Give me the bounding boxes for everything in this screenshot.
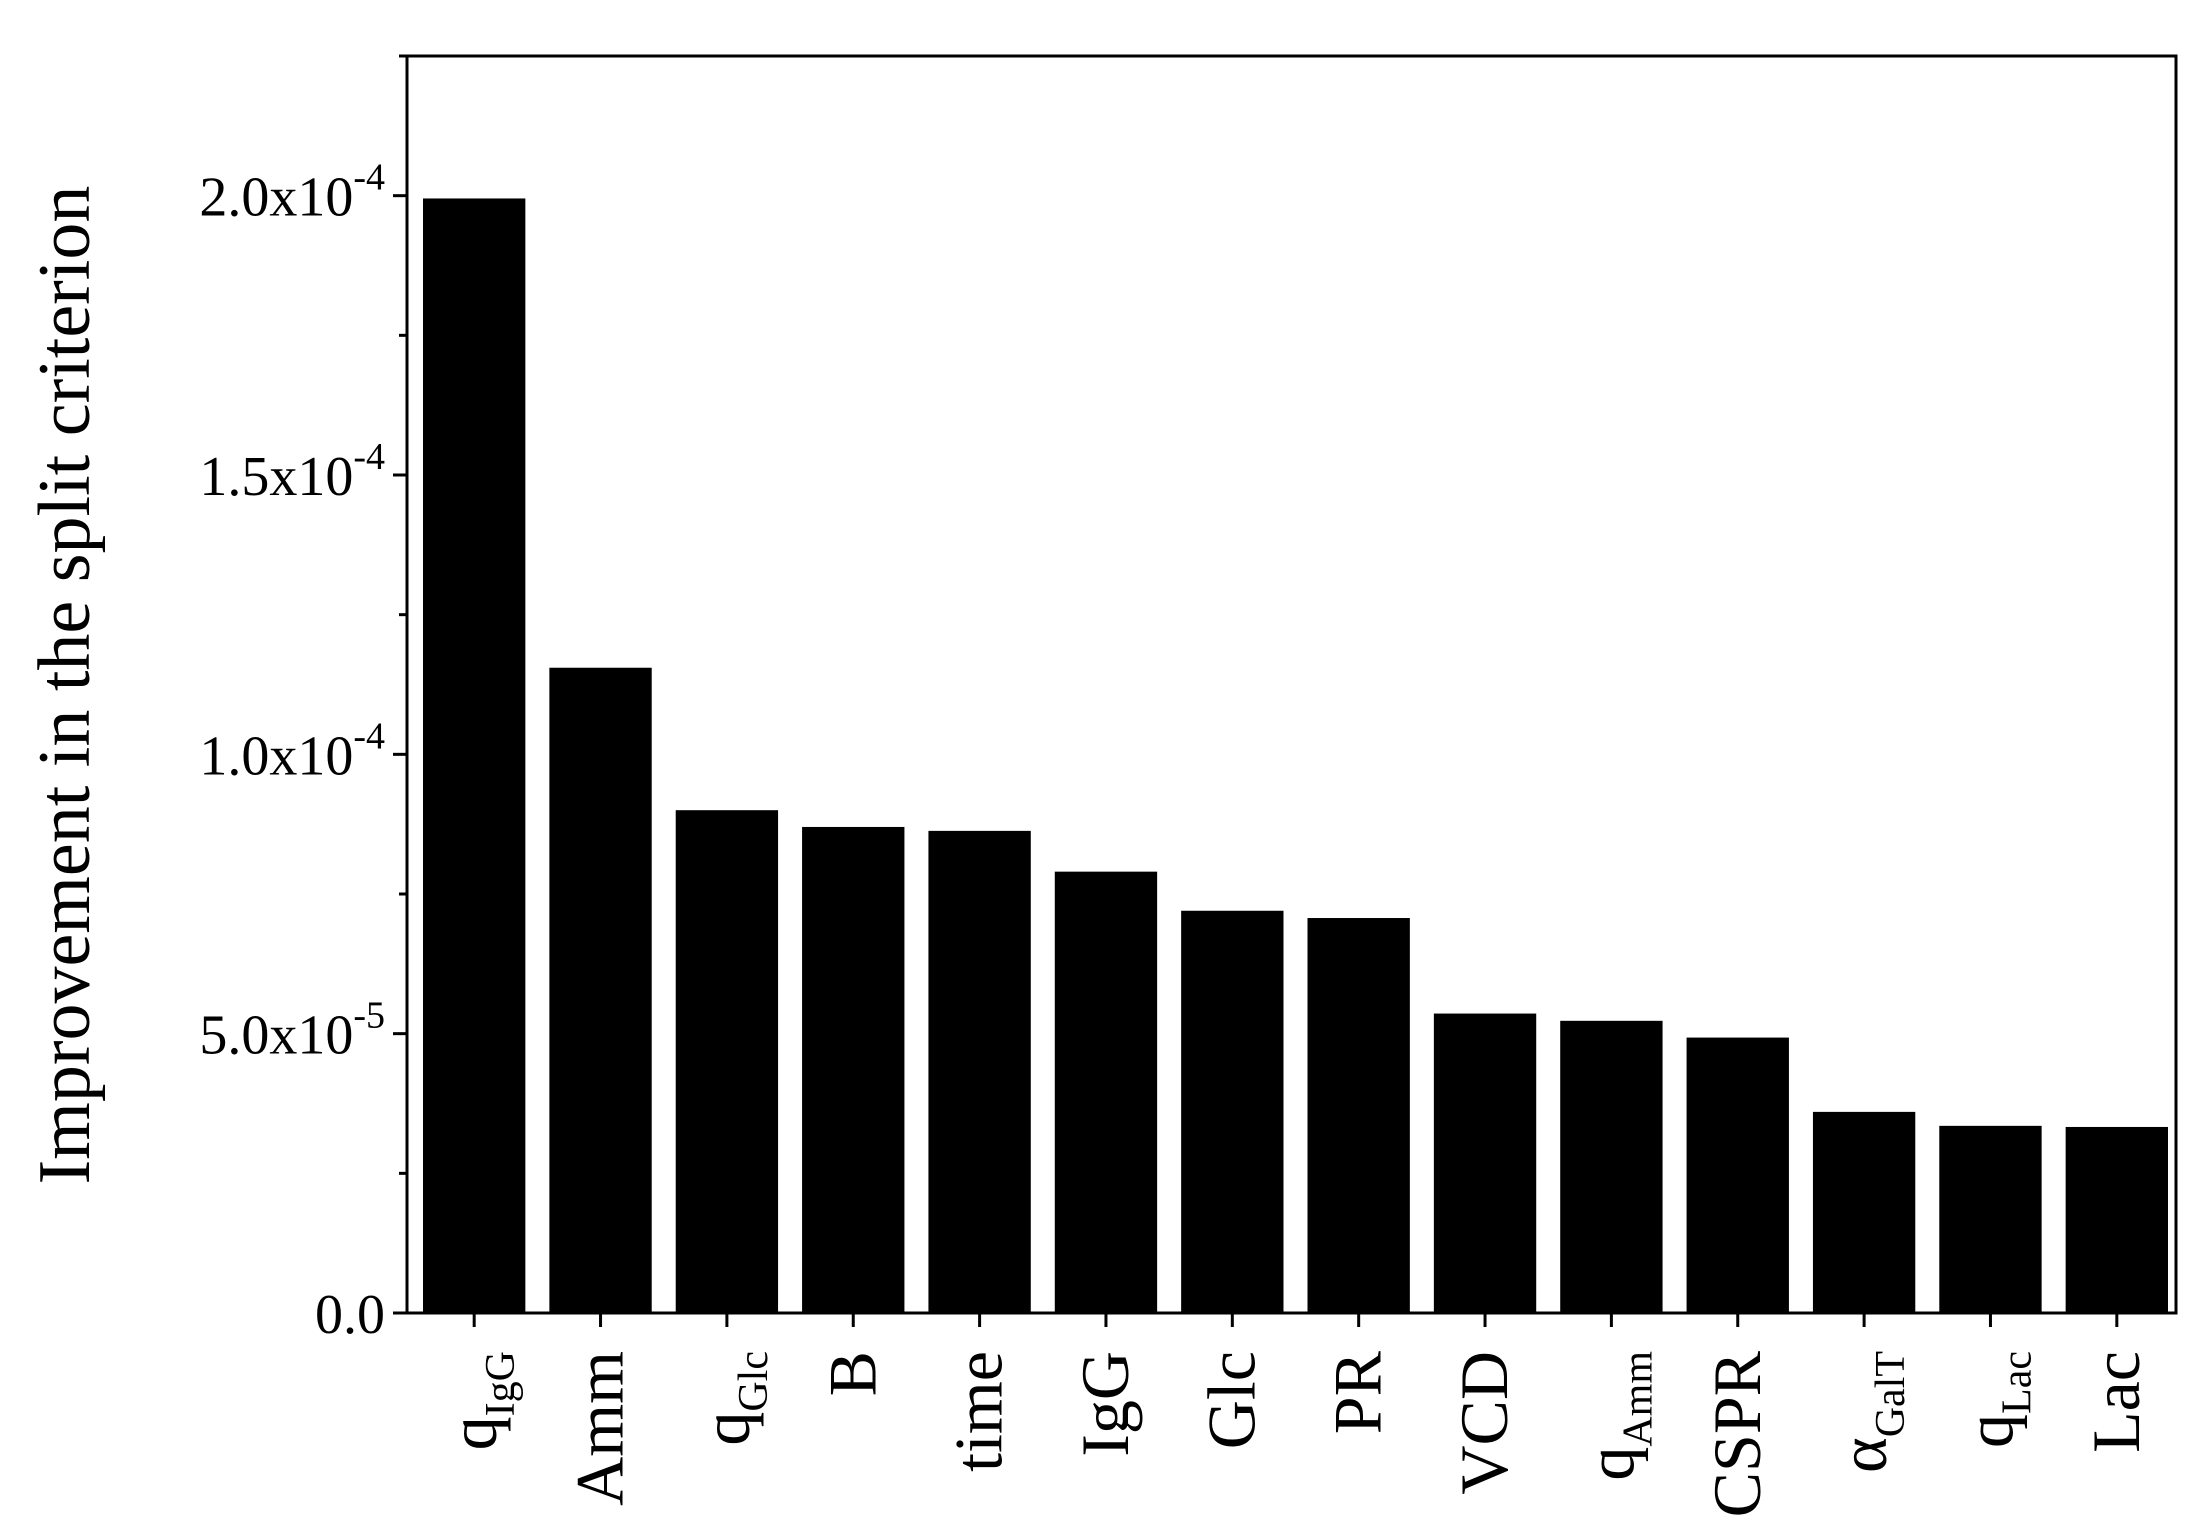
x-tick-label: qGlc xyxy=(688,1351,777,1446)
bar xyxy=(1433,1013,1537,1313)
y-tick-label: 0.0 xyxy=(315,1284,385,1346)
bar xyxy=(1181,910,1284,1313)
plot-frame xyxy=(405,54,2178,1315)
x-tick-label: CSPR xyxy=(1699,1350,1775,1517)
y-tick-label: 5.0x10-5 xyxy=(199,995,385,1067)
x-tick-subscript: IgG xyxy=(478,1351,524,1416)
x-tick-label: IgG xyxy=(1067,1351,1143,1457)
x-tick-base: α xyxy=(1825,1437,1901,1473)
x-tick-label: qAmm xyxy=(1572,1351,1661,1481)
y-tick-base: 0.0 xyxy=(315,1284,385,1346)
x-tick-subscript: GalT xyxy=(1868,1351,1914,1437)
bar xyxy=(675,810,779,1313)
y-tick-exponent: -5 xyxy=(353,995,385,1037)
x-tick-label: qIgG xyxy=(435,1351,524,1450)
bar xyxy=(1560,1020,1663,1313)
y-tick-label: 1.5x10-4 xyxy=(199,436,385,508)
bar xyxy=(1054,871,1158,1313)
bar xyxy=(1812,1111,1916,1313)
bar xyxy=(1939,1125,2042,1313)
y-tick-base: 2.0x10 xyxy=(199,167,353,229)
x-tick-label: Amm xyxy=(562,1351,638,1506)
x-tick-subscript: Amm xyxy=(1615,1351,1661,1447)
x-tick-label: PR xyxy=(1320,1350,1396,1434)
y-tick-label: 2.0x10-4 xyxy=(199,157,385,229)
x-tick-base: q xyxy=(1572,1447,1648,1481)
x-tick-label: αGalT xyxy=(1825,1351,1914,1473)
y-tick-base: 1.5x10 xyxy=(199,446,353,508)
x-tick-label: Glc xyxy=(1193,1351,1269,1449)
y-tick-exponent: -4 xyxy=(353,157,385,199)
bar xyxy=(423,198,526,1314)
x-tick-subscript: Lac xyxy=(1994,1351,2040,1414)
y-tick-exponent: -4 xyxy=(353,715,385,757)
y-tick-exponent: -4 xyxy=(353,436,385,478)
y-tick-label: 1.0x10-4 xyxy=(199,715,385,787)
x-tick-label: time xyxy=(941,1351,1017,1472)
bar xyxy=(1686,1037,1789,1313)
x-tick-base: q xyxy=(435,1416,511,1450)
x-tick-base: q xyxy=(1951,1414,2027,1448)
y-axis-title: Improvement in the split criterion xyxy=(24,186,106,1185)
x-tick-base: q xyxy=(688,1412,764,1446)
x-tick-label: qLac xyxy=(1951,1351,2040,1448)
x-tick-subscript: Glc xyxy=(731,1351,777,1412)
y-tick-base: 5.0x10 xyxy=(199,1005,353,1067)
bar xyxy=(549,667,652,1313)
bar xyxy=(802,826,905,1313)
bar xyxy=(2065,1126,2168,1313)
y-tick-base: 1.0x10 xyxy=(199,725,353,787)
x-tick-label: VCD xyxy=(1446,1351,1522,1495)
bar xyxy=(928,830,1031,1313)
bar xyxy=(1307,918,1410,1313)
x-tick-label: B xyxy=(814,1351,890,1396)
x-tick-label: Lac xyxy=(2078,1351,2154,1453)
